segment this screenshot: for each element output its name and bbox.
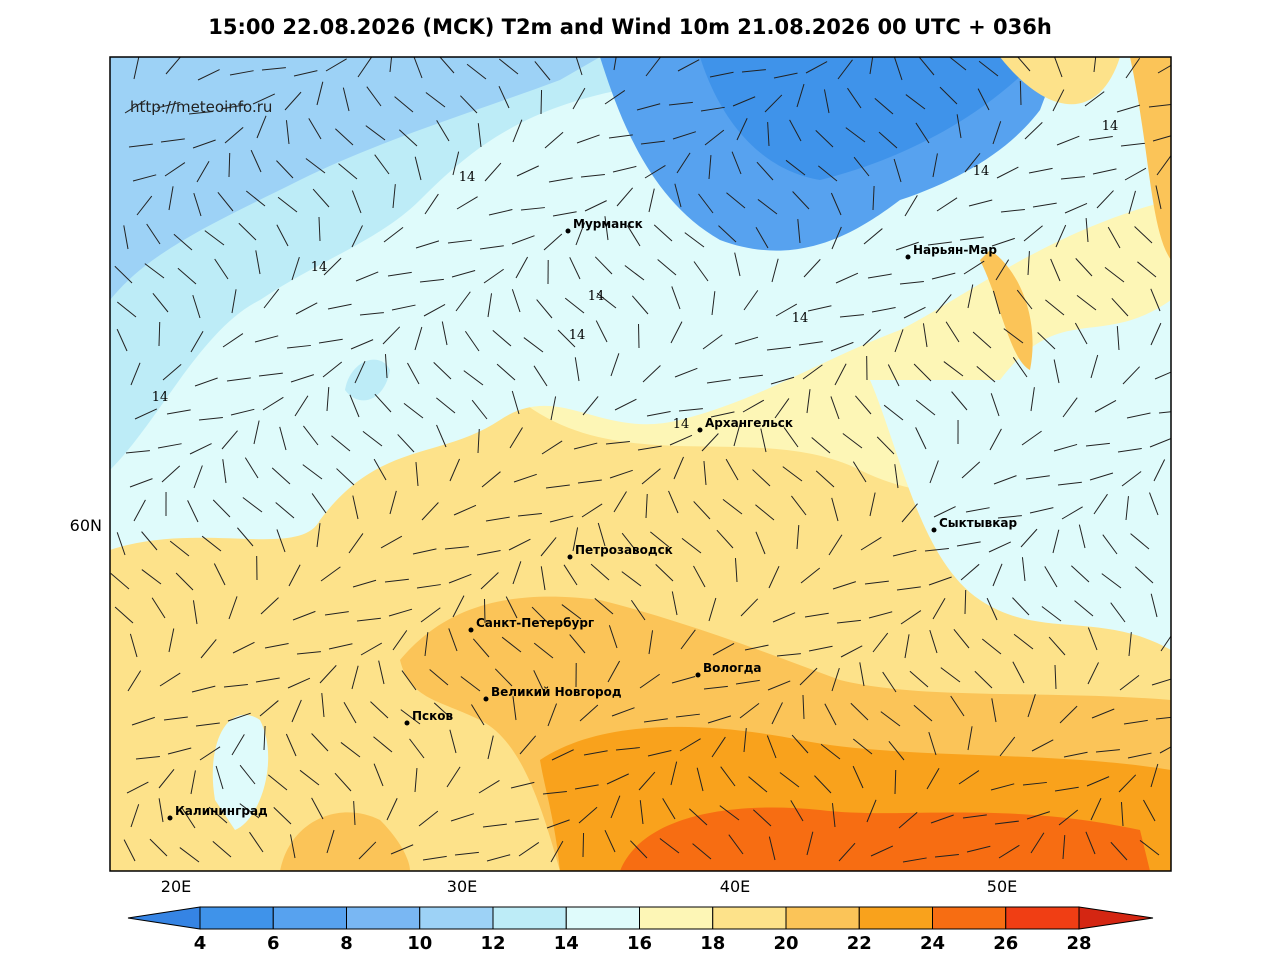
city-label: Нарьян-Мар (913, 243, 997, 257)
lon-label: 20E (161, 877, 191, 896)
contour-label: 14 (673, 417, 690, 432)
contour-label: 14 (1102, 119, 1119, 134)
city-label: Калининград (175, 804, 268, 818)
colorbar-extend-low (128, 907, 200, 929)
city-dot (566, 229, 571, 234)
city-label: Вологда (703, 661, 761, 675)
contour-label: 14 (569, 328, 586, 343)
city-dot (168, 816, 173, 821)
contour-label: 14 (792, 311, 809, 326)
colorbar-tick-label: 8 (340, 933, 353, 954)
colorbar-tick-label: 28 (1066, 933, 1091, 954)
city-dot (932, 528, 937, 533)
colorbar-tick-label: 4 (194, 933, 207, 954)
contour-label: 14 (311, 260, 328, 275)
city-label: Сыктывкар (939, 516, 1017, 530)
colorbar-tick-label: 22 (847, 933, 872, 954)
city-dot (484, 697, 489, 702)
colorbar-tick-label: 12 (480, 933, 505, 954)
wind-barb (1020, 81, 1021, 105)
contour-label: 14 (152, 390, 169, 405)
map (110, 46, 1183, 871)
colorbar-segment (200, 907, 273, 929)
contour-label: 14 (459, 170, 476, 185)
lat-label: 60N (70, 516, 102, 535)
colorbar-segment (859, 907, 932, 929)
colorbar-segment (493, 907, 566, 929)
wind-barb (965, 590, 966, 614)
colorbar-segment (786, 907, 859, 929)
colorbar-segment (1006, 907, 1079, 929)
title: 15:00 22.08.2026 (MCK) T2m and Wind 10m … (208, 15, 1052, 39)
colorbar-tick-label: 20 (773, 933, 798, 954)
colorbar-segment (933, 907, 1006, 929)
city-label: Великий Новгород (491, 685, 622, 699)
city-label: Петрозаводск (575, 543, 673, 557)
city-dot (696, 673, 701, 678)
colorbar-segment (347, 907, 420, 929)
city-dot (698, 428, 703, 433)
colorbar-tick-label: 6 (267, 933, 280, 954)
city-dot (469, 628, 474, 633)
colorbar-segment (640, 907, 713, 929)
city-dot (405, 721, 410, 726)
colorbar-segment (566, 907, 639, 929)
city-dot (906, 255, 911, 260)
watermark: http://meteoinfo.ru (130, 98, 272, 116)
colorbar-tick-label: 26 (993, 933, 1018, 954)
lon-label: 50E (987, 877, 1017, 896)
colorbar-extend-high (1079, 907, 1153, 929)
city-label: Санкт-Петербург (476, 616, 594, 630)
lon-label: 40E (720, 877, 750, 896)
wind-barb (541, 90, 542, 114)
colorbar-tick-label: 10 (407, 933, 432, 954)
wind-barb (583, 833, 584, 857)
colorbar-segment (273, 907, 346, 929)
colorbar-tick-label: 18 (700, 933, 725, 954)
contour-label: 14 (588, 289, 605, 304)
city-label: Мурманск (573, 217, 643, 231)
colorbar-tick-label: 16 (627, 933, 652, 954)
colorbar-segment (713, 907, 786, 929)
colorbar-tick-label: 14 (554, 933, 579, 954)
colorbar-tick-label: 24 (920, 933, 945, 954)
city-label: Псков (412, 709, 454, 723)
city-dot (568, 555, 573, 560)
colorbar-segment (420, 907, 493, 929)
lon-label: 30E (447, 877, 477, 896)
city-label: Архангельск (705, 416, 793, 430)
contour-label: 14 (973, 164, 990, 179)
